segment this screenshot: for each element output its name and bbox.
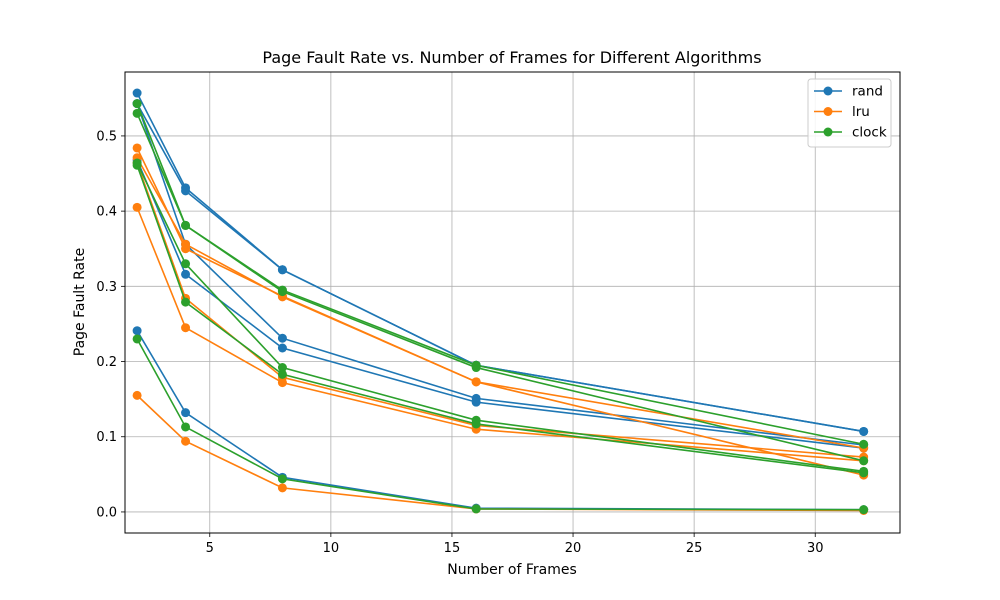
data-point-clock: [277, 363, 287, 373]
data-point-clock: [277, 474, 287, 484]
data-point-clock: [471, 504, 481, 514]
series-layer: [132, 88, 869, 515]
data-point-lru: [471, 377, 481, 387]
x-tick-label: 5: [206, 541, 214, 556]
y-tick-label: 0.3: [96, 280, 117, 295]
legend-item-rand: rand: [814, 84, 883, 100]
y-tick-label: 0.5: [96, 129, 117, 144]
y-tick-label: 0.0: [96, 505, 117, 520]
data-point-lru: [277, 483, 287, 493]
data-point-clock: [181, 297, 191, 307]
data-point-lru: [181, 239, 191, 249]
x-axis-label: Number of Frames: [447, 562, 577, 578]
data-point-rand: [277, 333, 287, 343]
data-point-rand: [859, 426, 869, 436]
data-point-clock: [471, 419, 481, 429]
data-point-clock: [277, 369, 287, 379]
data-point-lru: [277, 378, 287, 388]
data-point-clock: [181, 422, 191, 432]
plot-area: [125, 72, 900, 533]
data-point-clock: [859, 456, 869, 466]
y-tick-label: 0.2: [96, 355, 117, 370]
data-point-clock: [132, 108, 142, 118]
data-point-clock: [132, 334, 142, 344]
y-tick-label: 0.4: [96, 205, 117, 220]
legend-marker: [823, 127, 833, 137]
legend-label: lru: [852, 104, 870, 120]
x-tick-label: 15: [444, 541, 461, 556]
data-point-rand: [277, 265, 287, 275]
x-tick-label: 30: [807, 541, 824, 556]
data-point-lru: [181, 323, 191, 333]
data-point-clock: [181, 259, 191, 269]
legend-item-lru: lru: [814, 104, 870, 120]
data-point-rand: [181, 408, 191, 418]
data-point-lru: [181, 436, 191, 446]
data-point-clock: [859, 505, 869, 515]
data-point-lru: [132, 390, 142, 400]
y-tick-label: 0.1: [96, 430, 117, 445]
data-point-clock: [277, 287, 287, 297]
data-point-clock: [132, 160, 142, 170]
legend: rand lru clock: [807, 78, 892, 148]
plot-frame: [124, 71, 901, 534]
legend-marker: [823, 86, 833, 96]
x-tick-label: 10: [323, 541, 340, 556]
data-point-rand: [181, 269, 191, 279]
data-point-clock: [471, 363, 481, 373]
data-point-rand: [132, 326, 142, 336]
data-point-rand: [277, 343, 287, 353]
legend-item-clock: clock: [814, 125, 887, 141]
legend-marker: [823, 107, 833, 116]
data-point-rand: [181, 186, 191, 196]
data-point-lru: [132, 202, 142, 212]
data-point-clock: [859, 468, 869, 478]
x-tick-label: 20: [565, 541, 582, 556]
data-point-rand: [471, 397, 481, 407]
data-point-clock: [859, 439, 869, 449]
data-point-clock: [132, 99, 142, 109]
x-tick-label: 25: [686, 541, 703, 556]
data-point-lru: [132, 143, 142, 153]
chart-title: Page Fault Rate vs. Number of Frames for…: [262, 48, 761, 67]
legend-label: clock: [852, 125, 887, 141]
legend-label: rand: [852, 84, 883, 100]
data-point-clock: [181, 220, 191, 230]
series-clock: [132, 99, 869, 515]
y-axis-label: Page Fault Rate: [72, 248, 88, 357]
data-point-rand: [132, 88, 142, 98]
grid: [125, 72, 900, 533]
ticks: 5 10 15 20 25 30 0.0 0.1 0.2 0.3 0.4 0.5: [96, 129, 823, 556]
